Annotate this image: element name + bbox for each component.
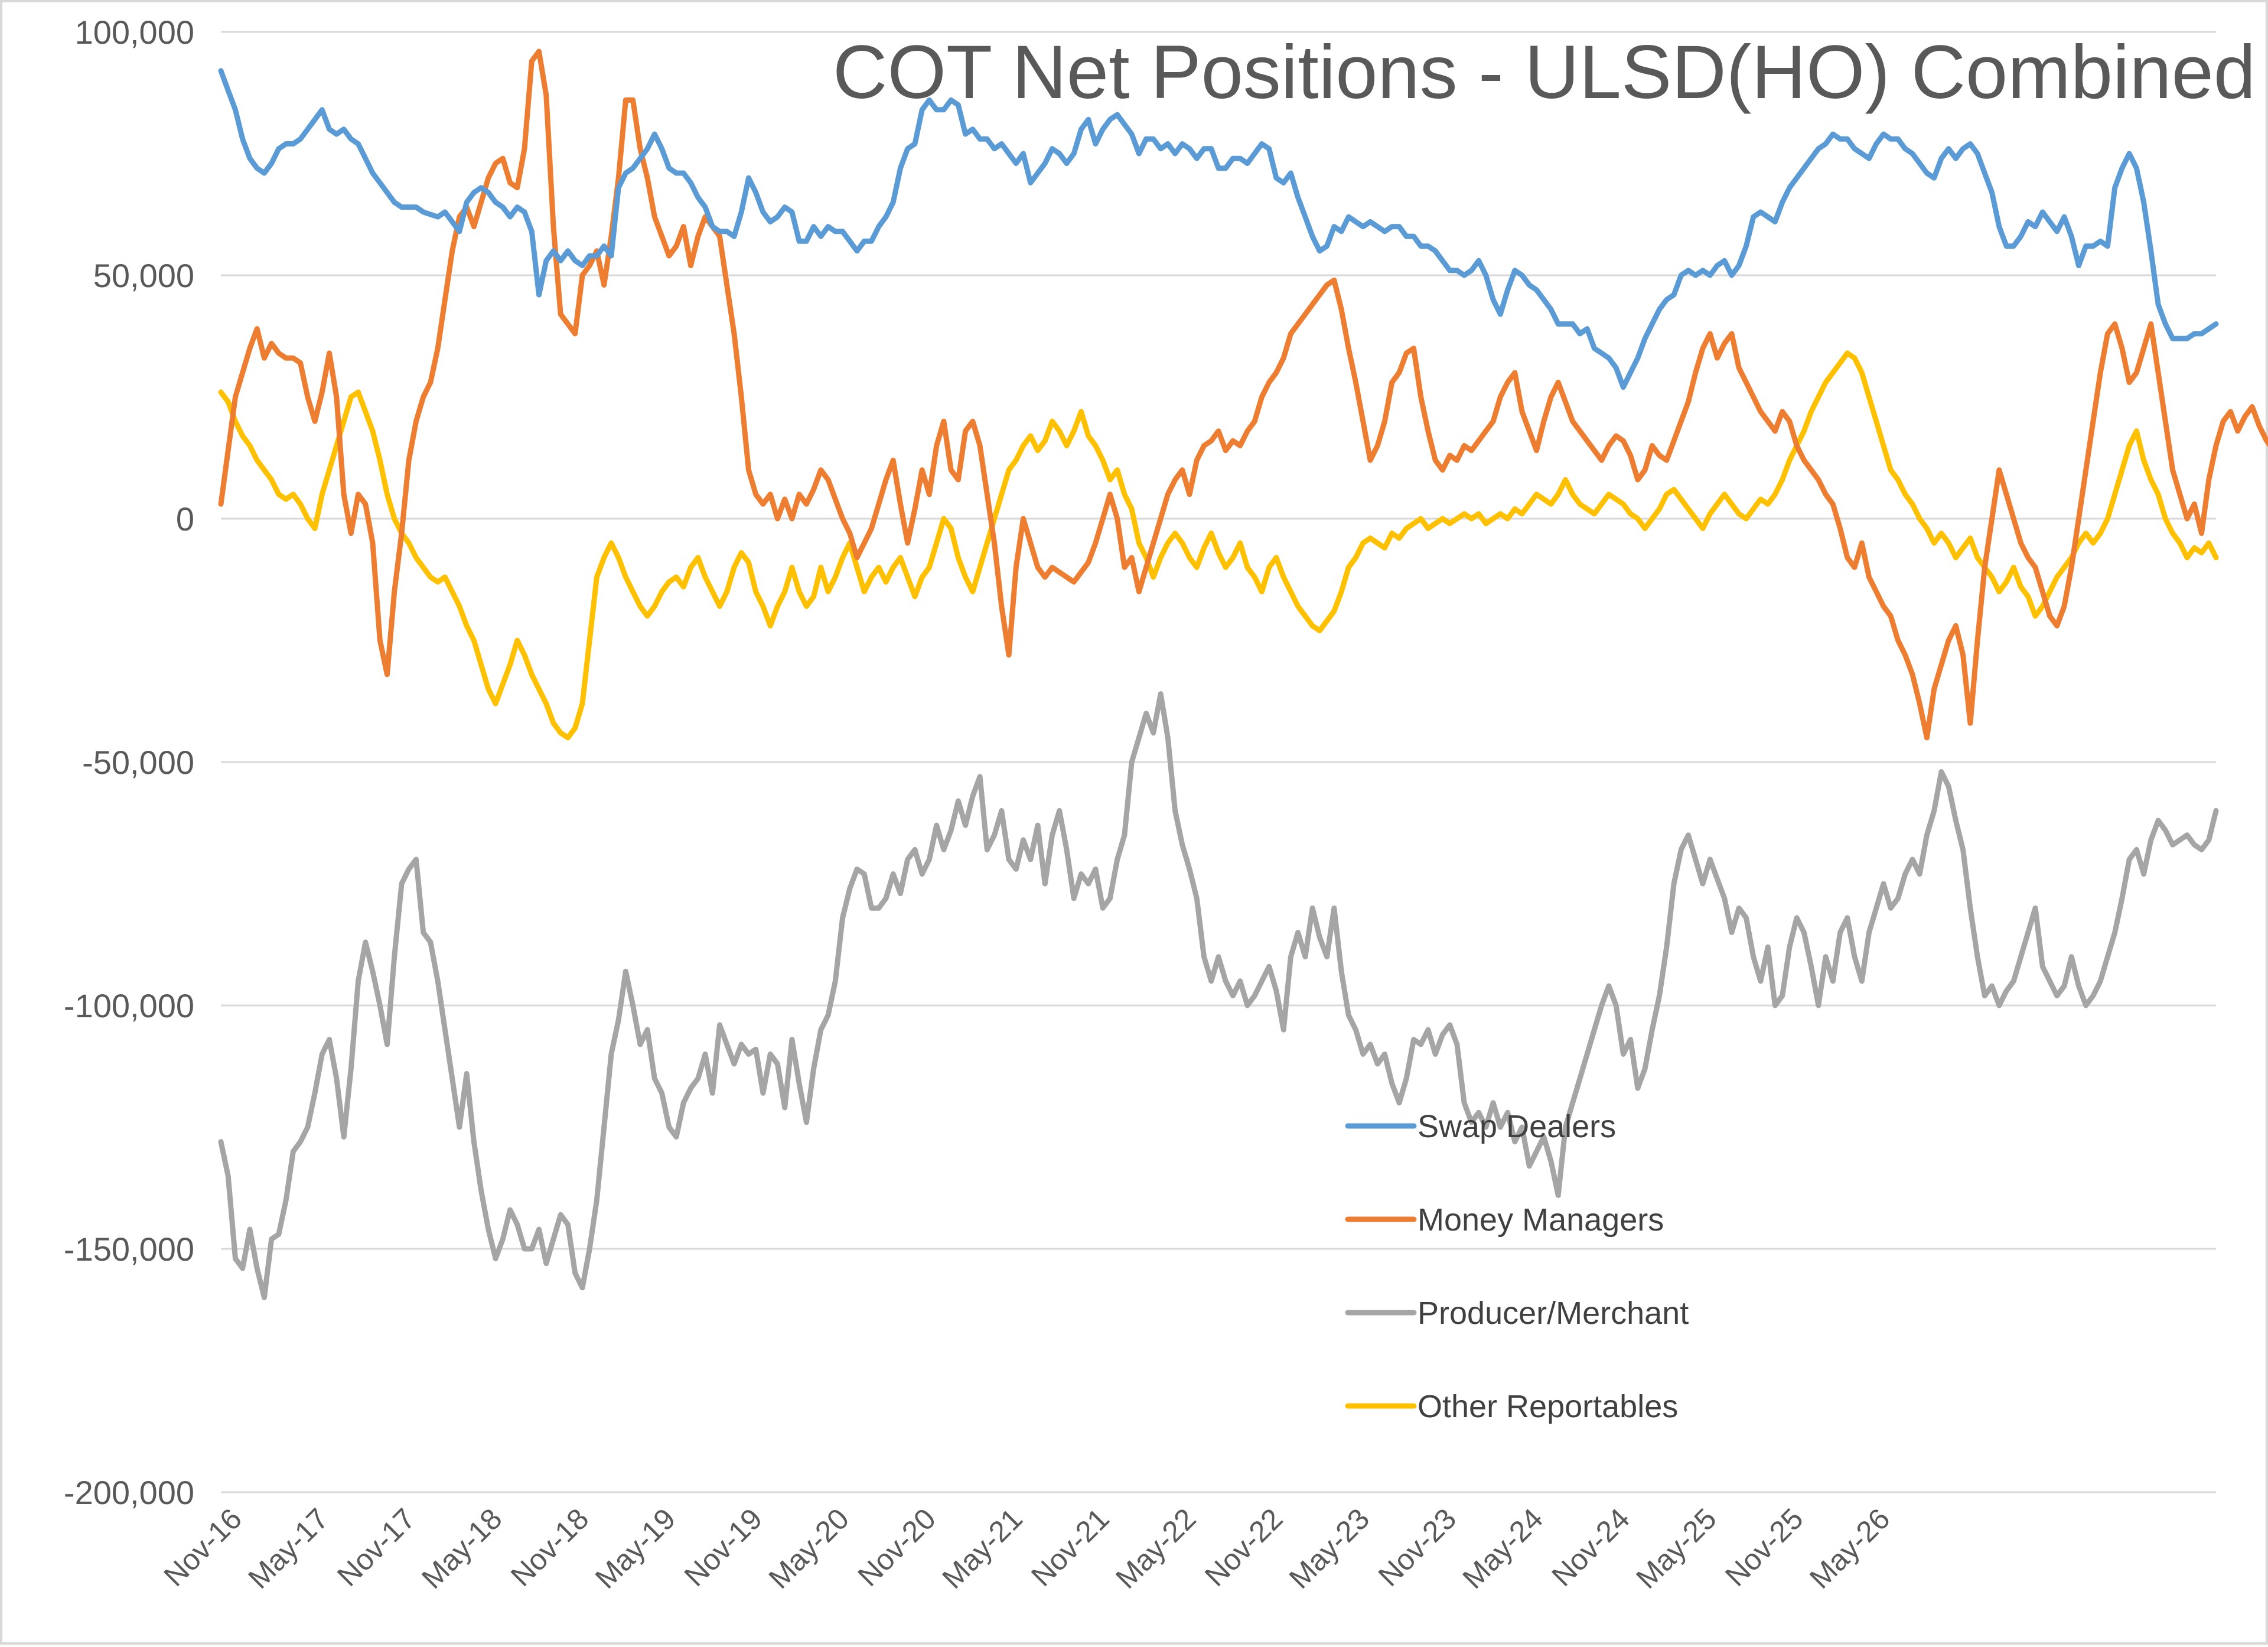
chart-title: COT Net Positions - ULSD(HO) Combined	[833, 30, 2256, 115]
series-line-swap-dealers	[218, 68, 2219, 390]
x-tick-label: Nov-16	[157, 1502, 248, 1593]
legend-label: Other Reportables	[1418, 1389, 1678, 1424]
series-line-producer-merchant	[218, 691, 2219, 1300]
y-tick-label: -50,000	[82, 744, 194, 781]
x-tick-label: Nov-24	[1545, 1502, 1636, 1593]
x-tick-label: May-20	[762, 1502, 855, 1594]
x-tick-label: Nov-17	[331, 1502, 422, 1593]
x-tick-label: May-26	[1803, 1502, 1896, 1594]
x-tick-label: May-17	[242, 1502, 334, 1594]
x-tick-label: May-22	[1109, 1502, 1202, 1594]
gridlines	[221, 31, 2216, 1493]
y-tick-label: -200,000	[64, 1474, 194, 1511]
legend-label: Swap Dealers	[1418, 1109, 1616, 1144]
legend-label: Money Managers	[1418, 1202, 1664, 1238]
x-tick-label: May-21	[936, 1502, 1028, 1594]
series-line-other-reportables	[218, 350, 2219, 741]
x-tick-label: Nov-23	[1372, 1502, 1463, 1593]
series-line-money-managers	[218, 48, 2268, 741]
y-tick-label: 100,000	[75, 14, 194, 51]
legend-label: Producer/Merchant	[1418, 1296, 1689, 1331]
x-tick-label: Nov-22	[1198, 1502, 1289, 1593]
y-tick-label: 50,000	[93, 257, 194, 294]
x-tick-label: May-18	[415, 1502, 508, 1594]
x-tick-label: May-24	[1456, 1502, 1549, 1594]
y-tick-label: -150,000	[64, 1231, 194, 1268]
x-axis-ticks: Nov-16May-17Nov-17May-18Nov-18May-19Nov-…	[157, 1502, 1896, 1594]
y-axis-ticks: 100,000 50,000 0 -50,000 -100,000 -150,000 -20…	[64, 14, 194, 1511]
x-tick-label: May-25	[1630, 1502, 1722, 1594]
x-tick-label: Nov-21	[1025, 1502, 1116, 1593]
x-tick-label: May-23	[1283, 1502, 1376, 1594]
x-tick-label: May-19	[589, 1502, 682, 1594]
x-tick-label: Nov-25	[1719, 1502, 1810, 1593]
x-tick-label: Nov-18	[504, 1502, 595, 1593]
y-tick-label: 0	[176, 500, 194, 538]
series-lines	[218, 48, 2268, 1300]
legend: Swap Dealers Money Managers Producer/Merch…	[1345, 1109, 1689, 1424]
x-tick-label: Nov-20	[851, 1502, 942, 1593]
x-tick-label: Nov-19	[678, 1502, 769, 1593]
y-tick-label: -100,000	[64, 987, 194, 1024]
